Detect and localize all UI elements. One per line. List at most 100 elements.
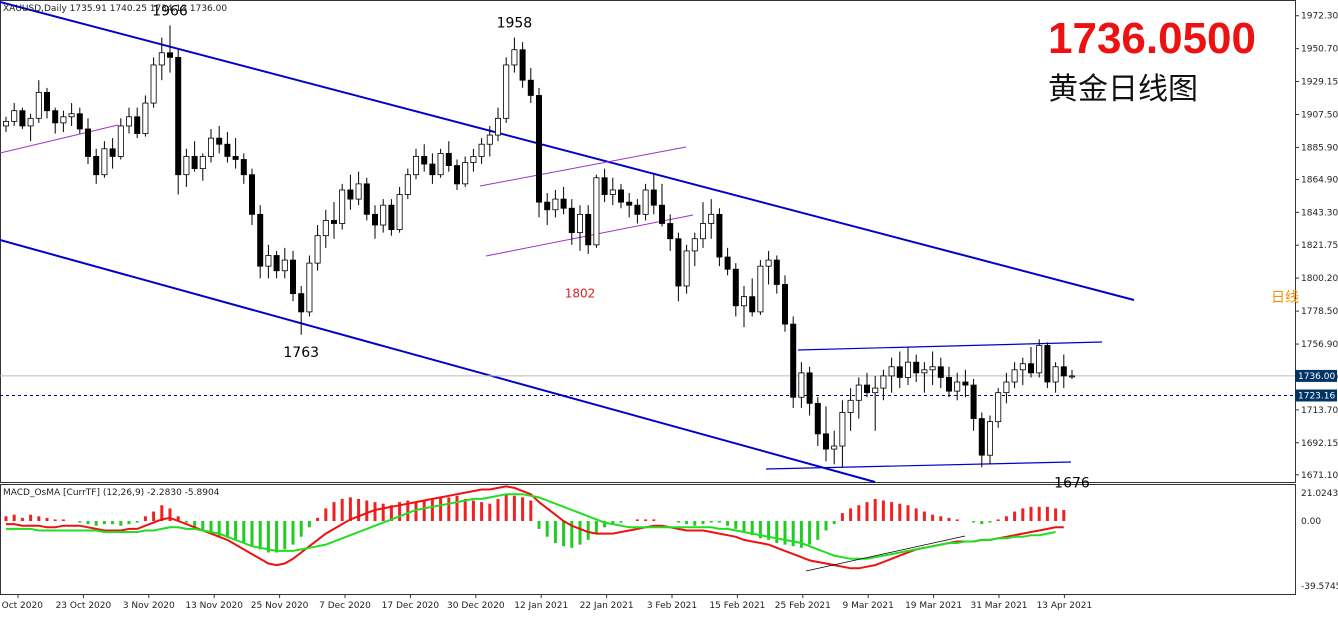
candle-body	[388, 204, 395, 230]
y-tick-label: 1843.30	[1301, 208, 1338, 218]
candle-body	[494, 117, 501, 136]
candle-body	[85, 128, 92, 157]
candle-body	[380, 204, 387, 226]
x-tick-label: 17 Dec 2020	[382, 601, 440, 611]
candle-body	[68, 113, 75, 118]
candle-body	[552, 198, 559, 211]
candle-body	[823, 433, 830, 450]
candle-body	[798, 372, 805, 398]
candle-body	[568, 207, 575, 234]
candle-body	[929, 366, 936, 371]
candle-body	[199, 156, 206, 170]
candle-body	[888, 366, 895, 377]
candle-body	[3, 120, 9, 127]
osma-signal-line-red	[6, 485, 1064, 570]
x-tick-label: 30 Dec 2020	[447, 601, 505, 611]
y-tick-label: 1885.90	[1301, 143, 1338, 153]
candle-body	[946, 377, 953, 392]
candle-body	[970, 384, 977, 419]
candle-body	[158, 52, 165, 66]
y-tick-label: 1778.50	[1301, 307, 1338, 317]
candle-body	[429, 163, 436, 176]
trend-channel-line	[0, 239, 876, 483]
candle-body	[577, 213, 584, 234]
candle-body	[314, 235, 321, 264]
candle-body	[134, 116, 141, 134]
candle-body	[773, 259, 780, 285]
candle-body	[978, 418, 985, 456]
candle-body	[1052, 366, 1059, 383]
x-tick-label: 9 Mar 2021	[843, 601, 894, 611]
candle-body	[44, 92, 51, 112]
candle-body	[921, 369, 928, 374]
candle-body	[281, 259, 288, 272]
candle-body	[536, 95, 543, 203]
candle-body	[782, 284, 789, 325]
candle-body	[765, 259, 772, 267]
candle-body	[322, 220, 329, 237]
candle-body	[585, 213, 592, 246]
candle-body	[347, 189, 354, 200]
x-tick-label: 22 Jan 2021	[580, 601, 634, 611]
candle-body	[659, 204, 666, 224]
x-tick-label: 13 Apr 2021	[1037, 601, 1093, 611]
candle-body	[1069, 375, 1076, 378]
main-plot-frame	[0, 0, 1296, 483]
candle-body	[355, 183, 362, 200]
current-price-tag-label: 1736.00	[1298, 372, 1335, 382]
x-tick-label: 15 Feb 2021	[709, 601, 765, 611]
candle-body	[1036, 345, 1043, 374]
candle-body	[519, 49, 526, 81]
price-annotation: 1676	[1054, 475, 1090, 491]
candle-body	[142, 102, 149, 134]
osc-tick-label: -39.5745	[1301, 582, 1338, 592]
candle-body	[330, 220, 337, 224]
y-tick-label: 1671.10	[1301, 471, 1338, 481]
candle-body	[183, 156, 190, 176]
candle-body	[166, 52, 173, 58]
x-tick-label: 7 Dec 2020	[319, 601, 371, 611]
current-price-tag	[1295, 369, 1337, 382]
y-tick-label: 1907.50	[1301, 111, 1338, 121]
candle-body	[437, 152, 444, 176]
divergence-line	[805, 535, 966, 572]
candle-body	[257, 213, 264, 267]
candle-body	[412, 156, 419, 176]
y-tick-label: 1800.20	[1301, 274, 1338, 284]
candle-body	[511, 49, 518, 66]
candle-body	[872, 387, 879, 394]
price-annotation: 1958	[497, 16, 533, 32]
candle-body	[11, 110, 18, 122]
candle-body	[855, 384, 862, 401]
x-tick-label: 25 Nov 2020	[251, 601, 309, 611]
candle-body	[175, 56, 182, 176]
minor-channel-line	[479, 146, 687, 187]
x-tick-label: 31 Mar 2021	[970, 601, 1027, 611]
trend-channel-line	[0, 1, 1135, 301]
candle-body	[683, 250, 690, 287]
candle-body	[207, 137, 214, 157]
x-tick-label: 12 Jan 2021	[514, 601, 568, 611]
candle-body	[995, 392, 1002, 423]
candle-body	[896, 366, 903, 378]
candle-body	[453, 165, 460, 185]
oscillator-frame	[0, 484, 1296, 595]
x-tick-label: 13 Nov 2020	[185, 601, 243, 611]
candle-body	[339, 189, 346, 224]
big-price-label: 1736.0500	[1048, 14, 1256, 63]
candle-body	[675, 238, 682, 287]
candle-body	[593, 177, 600, 246]
candle-body	[544, 201, 551, 211]
candle-body	[806, 372, 813, 404]
x-tick-label: 25 Feb 2021	[775, 601, 831, 611]
candle-body	[905, 361, 912, 378]
candle-body	[470, 156, 477, 163]
x-tick-label: 19 Mar 2021	[905, 601, 962, 611]
chart-subtitle: 黄金日线图	[1048, 72, 1198, 107]
candle-body	[560, 198, 567, 209]
candle-body	[298, 293, 305, 313]
price-annotation: 1802	[565, 286, 596, 300]
y-tick-label: 1821.75	[1301, 241, 1338, 251]
candle-body	[601, 177, 608, 195]
